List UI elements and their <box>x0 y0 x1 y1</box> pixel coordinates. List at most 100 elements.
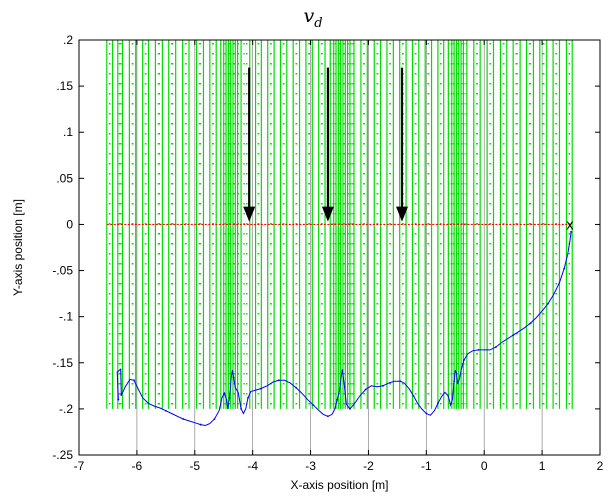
trajectory-point <box>133 379 135 382</box>
field-line <box>476 40 481 409</box>
field-line <box>171 40 177 409</box>
field-line <box>195 40 201 409</box>
x-tick-label: 2 <box>597 459 604 473</box>
field-line <box>270 40 275 409</box>
trajectory-point <box>570 230 572 233</box>
trajectory-layer <box>116 230 572 427</box>
trajectory-point <box>477 348 480 351</box>
chart-title: vd <box>303 5 322 31</box>
x-axis-label: X-axis position [m] <box>290 478 388 492</box>
arrow <box>243 67 256 222</box>
field-line <box>529 40 535 409</box>
trajectory-point <box>456 382 459 384</box>
x-tick-label: -7 <box>74 459 85 473</box>
trajectory-point <box>247 396 249 399</box>
x-tick-label: 1 <box>539 459 546 473</box>
y-tick-label: -.2 <box>59 402 73 416</box>
trajectory-point <box>277 379 280 382</box>
trajectory-point <box>494 346 497 348</box>
trajectory-point <box>164 409 167 412</box>
field-line <box>144 40 150 409</box>
arrow-head <box>321 206 334 222</box>
x-tick-label: -4 <box>247 459 258 473</box>
trajectory-line <box>116 231 572 427</box>
y-tick-label: -.05 <box>52 264 73 278</box>
x-tick-label: -3 <box>305 459 316 473</box>
trajectory-point <box>425 412 428 415</box>
trajectory-point <box>120 394 123 396</box>
field-line <box>463 40 468 409</box>
field-line <box>448 40 453 409</box>
field-line <box>108 40 114 409</box>
trajectory-point <box>223 392 226 395</box>
arrows-layer <box>243 67 409 222</box>
y-axis-label: Y-axis position [m] <box>11 199 25 296</box>
field-line <box>539 40 544 409</box>
field-line <box>543 40 548 409</box>
trajectory-point <box>547 302 549 305</box>
title-subscript: d <box>314 16 322 31</box>
field-line <box>330 40 335 409</box>
y-tick-label: -.25 <box>52 448 73 462</box>
field-line <box>154 40 160 409</box>
field-line <box>350 40 355 409</box>
trajectory-point <box>364 388 367 391</box>
trajectory-point <box>563 267 566 270</box>
trajectory-point <box>259 387 262 390</box>
trajectory-point <box>529 322 532 325</box>
trajectory-point <box>199 423 202 426</box>
arrow <box>396 67 409 222</box>
field-line <box>168 40 173 409</box>
arrow-head <box>396 206 409 222</box>
trajectory-point <box>399 380 402 383</box>
trajectory-point <box>336 398 339 401</box>
trajectory-point <box>327 415 329 418</box>
x-tick-label: -1 <box>421 459 432 473</box>
trajectory-point <box>382 384 384 387</box>
trajectory-point <box>213 418 216 420</box>
field-line <box>525 40 531 409</box>
field-line <box>308 40 313 409</box>
y-tick-label: .1 <box>63 125 73 139</box>
trajectory-point <box>453 380 456 383</box>
trajectory-point <box>232 376 235 379</box>
plot-frame <box>78 39 601 456</box>
y-tick-label: -.15 <box>52 356 73 370</box>
trajectory-point <box>117 398 120 401</box>
trajectory-point <box>312 404 315 407</box>
end-marker-layer: x <box>566 216 574 233</box>
field-line <box>427 40 433 409</box>
arrow <box>321 67 334 222</box>
x-tick-label: 0 <box>481 459 488 473</box>
trajectory-point <box>147 402 150 405</box>
y-tick-label: .2 <box>63 33 73 47</box>
field-line <box>343 40 349 409</box>
trajectory-point <box>463 359 465 361</box>
trajectory-point <box>412 395 415 397</box>
x-tick-label: -2 <box>363 459 374 473</box>
title-main: v <box>303 5 314 27</box>
y-tick-label: .05 <box>56 171 73 185</box>
field-line <box>568 40 573 409</box>
trajectory-point <box>512 334 515 337</box>
trajectory-point <box>182 418 185 420</box>
trajectory-point <box>437 402 439 405</box>
field-line <box>158 40 163 409</box>
x-tick-label: -6 <box>132 459 143 473</box>
x-tick-label: -5 <box>189 459 200 473</box>
trajectory-point <box>240 407 242 410</box>
trajectory-point <box>349 407 351 410</box>
field-line <box>224 40 229 409</box>
field-line <box>199 40 205 409</box>
trajectory-point <box>447 395 450 397</box>
field-line <box>452 40 458 409</box>
y-tick-label: -.1 <box>59 310 73 324</box>
ticks-layer: -7 -6 -5 -4 -3 -2 -1 0 1 2 -.25 -.2 -.15 -.1 -.05 0 .05.… <box>52 33 603 473</box>
trajectory-point <box>228 396 231 399</box>
trajectory-point <box>341 369 344 372</box>
y-tick-label: .15 <box>56 79 73 93</box>
arrow-head <box>243 206 256 222</box>
y-tick-label: 0 <box>66 217 73 231</box>
end-marker: x <box>566 216 574 233</box>
